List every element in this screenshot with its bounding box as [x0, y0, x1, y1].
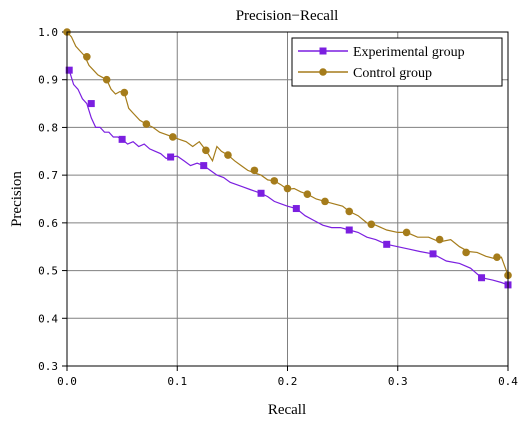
- y-axis-label: Precision: [9, 171, 25, 227]
- y-axis-ticks: 0.3 0.4 0.5 0.6 0.7 0.8 0.9 1.0: [38, 26, 67, 373]
- x-tick-label: 0.2: [278, 375, 298, 388]
- y-tick-label: 0.6: [38, 217, 58, 230]
- x-tick-label: 0.1: [167, 375, 187, 388]
- chart-title: Precision−Recall: [236, 8, 339, 24]
- x-tick-label: 0.0: [57, 375, 77, 388]
- series-1-point: [493, 253, 501, 262]
- series-line-0: [68, 70, 509, 286]
- series-1-point: [120, 88, 129, 97]
- series-0-point: [65, 66, 73, 74]
- series-1-point: [303, 190, 312, 199]
- y-tick-label: 0.5: [38, 265, 58, 278]
- grid-lines: [67, 32, 508, 366]
- series-0-point: [167, 153, 175, 161]
- series-1-point: [250, 166, 259, 175]
- x-tick-label: 0.3: [388, 375, 408, 388]
- x-axis-label: Recall: [268, 402, 306, 418]
- series-1-point: [202, 146, 210, 155]
- y-tick-label: 0.3: [38, 360, 58, 373]
- series-1-point: [83, 53, 91, 61]
- series-0-point: [345, 226, 353, 234]
- series-1-point: [169, 133, 177, 141]
- x-tick-label: 0.4: [498, 375, 518, 388]
- series-1-point: [321, 197, 329, 206]
- series-1-point: [402, 228, 411, 237]
- series-1-point: [462, 248, 470, 257]
- series-1-point: [283, 184, 292, 193]
- series-0-point: [200, 162, 208, 170]
- legend-label-0: Experimental group: [353, 45, 465, 60]
- y-tick-label: 1.0: [38, 26, 58, 39]
- series-group: [63, 28, 512, 289]
- series-0-point: [478, 274, 486, 282]
- legend-box: [291, 37, 503, 87]
- x-axis-ticks: 0.0 0.1 0.2 0.3 0.4: [57, 366, 518, 388]
- series-line-1: [66, 31, 509, 276]
- series-1-point: [224, 151, 232, 159]
- legend: Experimental group Control group: [291, 37, 503, 87]
- series-1-point: [270, 177, 279, 185]
- series-0-point: [118, 135, 126, 143]
- y-tick-label: 0.7: [38, 169, 58, 182]
- series-0-point: [429, 250, 437, 258]
- y-tick-label: 0.8: [38, 121, 58, 134]
- series-1-point: [142, 120, 151, 128]
- series-1-point: [345, 207, 354, 216]
- series-0-point: [87, 100, 95, 108]
- series-0-point: [383, 240, 391, 248]
- series-1-point: [367, 220, 376, 229]
- series-0-point: [257, 189, 265, 197]
- legend-marker-0: [319, 47, 327, 55]
- series-1-point: [102, 75, 111, 84]
- y-tick-label: 0.4: [38, 312, 58, 325]
- series-0-point: [292, 205, 300, 213]
- series-1-point: [435, 235, 444, 244]
- plot-frame: [66, 31, 509, 367]
- legend-label-1: Control group: [353, 66, 432, 81]
- legend-marker-1: [319, 68, 327, 76]
- y-tick-label: 0.9: [38, 74, 58, 87]
